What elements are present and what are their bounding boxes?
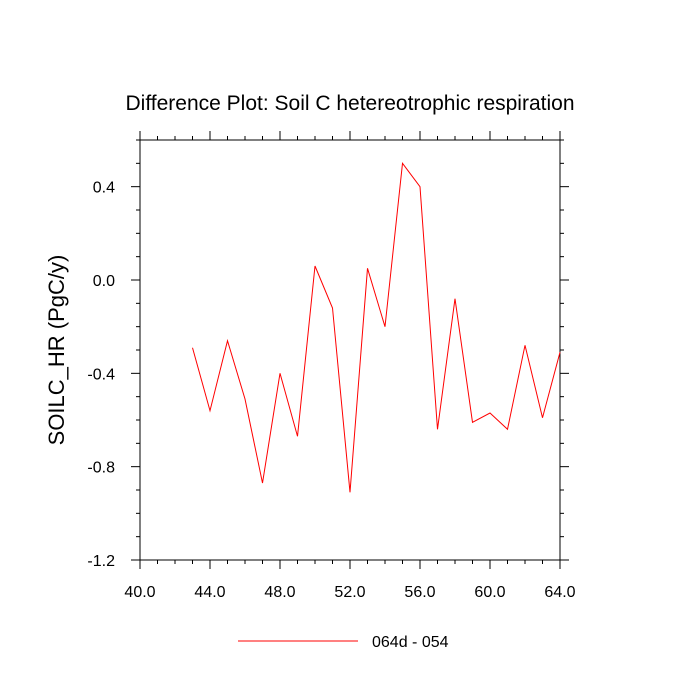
x-tick-label: 64.0: [544, 584, 575, 601]
y-tick-label: -1.2: [87, 553, 115, 570]
plot-frame: [139, 139, 561, 561]
y-tick-label: -0.4: [87, 366, 115, 383]
x-tick-label: 48.0: [264, 584, 295, 601]
legend-label: 064d - 054: [372, 634, 449, 651]
y-tick-label: -0.8: [87, 460, 115, 477]
axis-tick-labels: 40.0 44.0 48.0 52.0 56.0 60.0 64.0 -1.2 -0.8 -0.4…: [87, 180, 575, 601]
y-tick-label: 0.0: [93, 273, 115, 290]
x-tick-label: 52.0: [334, 584, 365, 601]
y-tick-label: 0.4: [93, 180, 115, 197]
series-line: [192, 161, 561, 493]
legend: 064d - 054: [238, 634, 449, 651]
x-tick-label: 56.0: [404, 584, 435, 601]
axis-ticks: [131, 131, 569, 569]
y-axis-label: SOILC_HR (PgC/y): [44, 255, 69, 446]
x-tick-label: 40.0: [124, 584, 155, 601]
x-tick-label: 60.0: [474, 584, 505, 601]
chart-title: Difference Plot: Soil C hetereotrophic r…: [125, 92, 574, 115]
x-tick-label: 44.0: [194, 584, 225, 601]
series-lines: [192, 161, 561, 493]
